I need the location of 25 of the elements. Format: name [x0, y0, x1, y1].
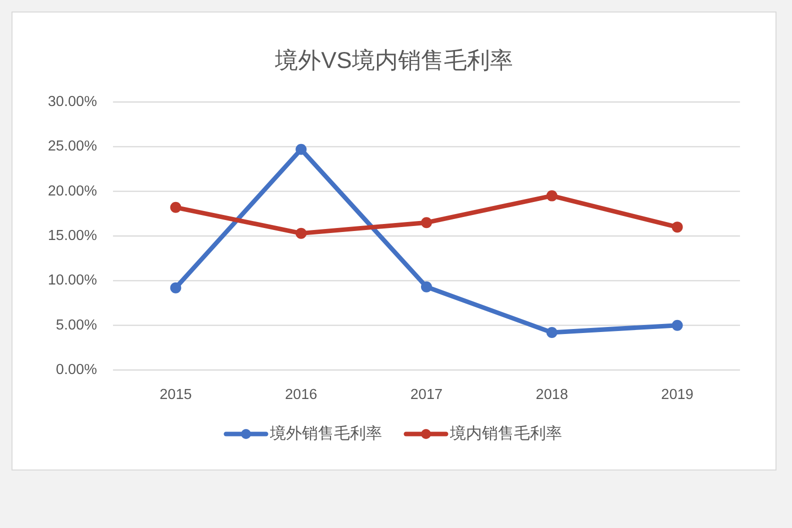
legend-label: 境内销售毛利率 [449, 424, 562, 442]
point [546, 190, 558, 202]
y-tick-label: 10.00% [48, 272, 98, 289]
y-tick-label: 30.00% [48, 94, 98, 110]
y-tick-label: 0.00% [56, 362, 98, 378]
x-tick-label: 2019 [661, 387, 694, 403]
point [672, 222, 683, 233]
y-tick-label: 5.00% [56, 317, 98, 334]
x-tick-label: 2017 [410, 387, 443, 403]
y-tick-label: 20.00% [48, 183, 98, 200]
point [296, 228, 307, 239]
y-tick-label: 15.00% [48, 228, 98, 244]
x-tick-label: 2016 [284, 387, 318, 403]
legend-label: 境外销售毛利率 [269, 424, 382, 442]
point [421, 281, 432, 292]
point [296, 144, 307, 155]
point [170, 202, 182, 213]
x-tick-label: 2018 [536, 387, 568, 403]
chart-title: 境外VS境内销售毛利率 [274, 47, 513, 73]
point [170, 282, 182, 294]
point [546, 326, 558, 338]
point [672, 320, 683, 331]
x-tick-label: 2015 [160, 387, 192, 403]
y-tick-label: 25.00% [48, 138, 98, 155]
point [421, 217, 432, 228]
